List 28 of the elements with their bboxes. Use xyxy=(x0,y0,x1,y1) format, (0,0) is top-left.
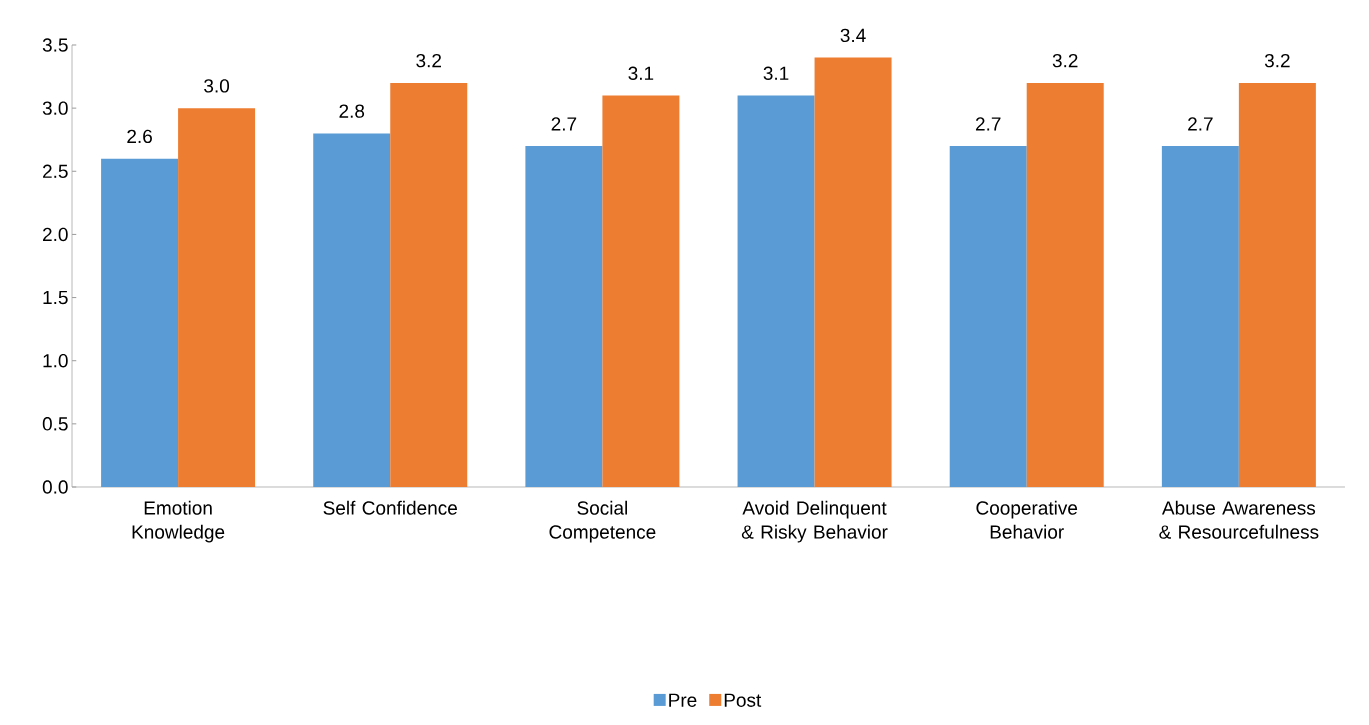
data-label: 3.2 xyxy=(416,53,441,68)
data-label: 3.0 xyxy=(204,79,230,93)
legend-label: Post xyxy=(724,693,762,707)
y-tick-label: 2.0 xyxy=(43,227,68,242)
data-label: 2.7 xyxy=(1188,117,1213,131)
data-label: 2.7 xyxy=(551,117,577,131)
x-tick-label: Social Competence xyxy=(549,500,656,543)
data-label: 2.6 xyxy=(127,129,152,144)
data-label: 3.2 xyxy=(1052,53,1078,68)
x-tick-label: Avoid Delinquent & Risky Behavior xyxy=(741,500,888,543)
data-label: 3.1 xyxy=(763,66,789,80)
y-tick-label: 1.5 xyxy=(43,290,68,305)
x-tick-label: Abuse Awareness & Resourcefulness xyxy=(1159,500,1319,539)
legend-label: Pre xyxy=(669,693,697,707)
x-tick-label: Emotion Knowledge xyxy=(132,500,225,543)
y-tick-label: 2.5 xyxy=(43,164,68,179)
x-tick-label: Self Confidence xyxy=(323,500,457,515)
data-label: 2.8 xyxy=(339,104,365,118)
data-label: 3.1 xyxy=(628,66,654,80)
data-label: 2.7 xyxy=(975,117,1001,131)
data-label: 3.4 xyxy=(840,28,866,43)
y-tick-label: 3.0 xyxy=(42,101,68,115)
x-tick-label: Cooperative Behavior xyxy=(976,500,1078,539)
y-tick-label: 0.5 xyxy=(42,417,68,431)
y-tick-label: 1.0 xyxy=(43,353,68,368)
data-label: 3.2 xyxy=(1264,53,1290,68)
y-tick-label: 3.5 xyxy=(42,38,68,52)
y-tick-label: 0.0 xyxy=(42,480,68,494)
